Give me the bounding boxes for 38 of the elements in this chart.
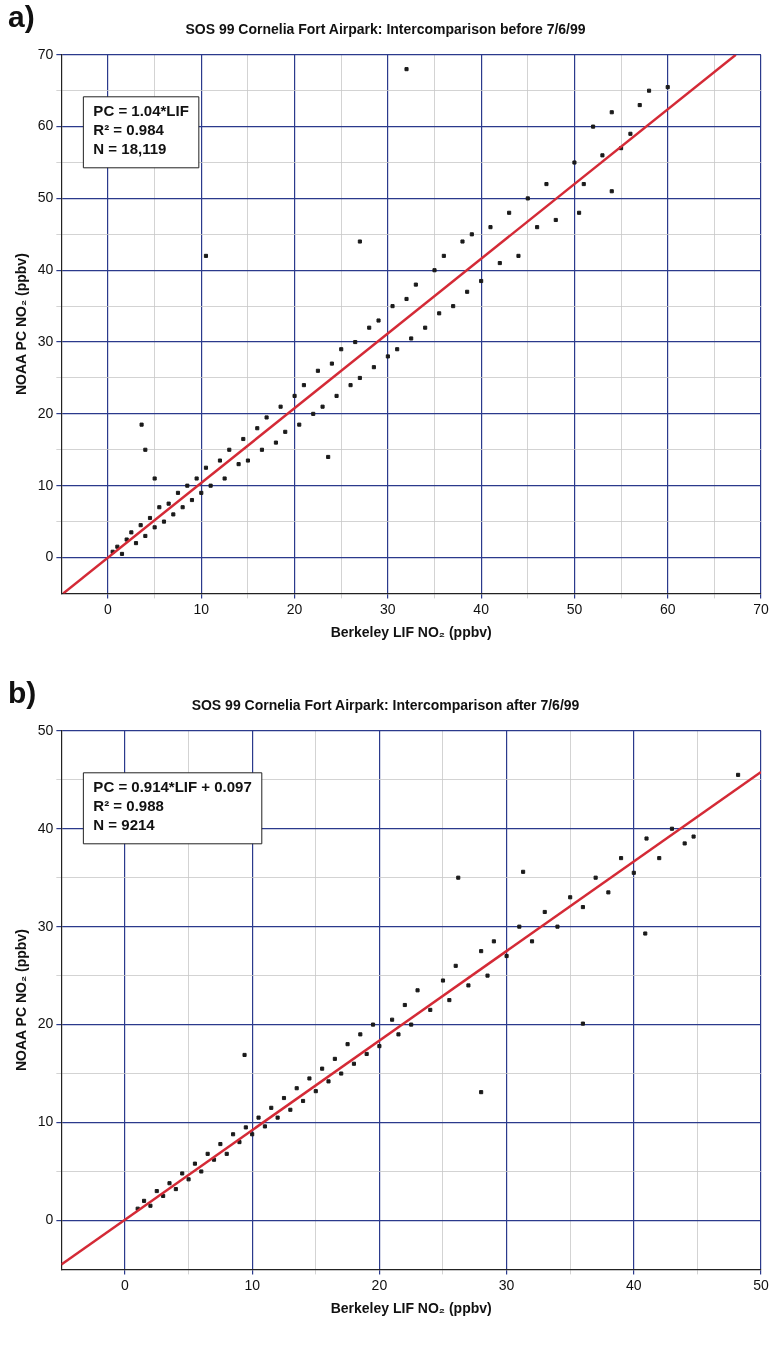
- text: b): [8, 676, 37, 710]
- y-tick-label: 0: [45, 548, 54, 565]
- x-tick-label: 0: [121, 1276, 130, 1293]
- x-tick-label: 20: [371, 1276, 388, 1293]
- y-tick-label: 30: [37, 332, 54, 349]
- x-tick-label: 60: [659, 600, 676, 617]
- chart-title: SOS 99 Cornelia Fort Airpark: Intercomparison after 7/6/99: [191, 697, 580, 714]
- annotation: PC = 0.914*LIF + 0.097 R² = 0.988 N = 9214: [93, 778, 252, 834]
- y-tick-label: 10: [37, 476, 54, 493]
- y-tick-label: 70: [37, 45, 54, 62]
- y-tick-label: 20: [37, 1015, 54, 1032]
- x-tick-label: 50: [753, 1276, 769, 1293]
- x-tick-label: 10: [244, 1276, 261, 1293]
- x-tick-label: 40: [626, 1276, 642, 1293]
- x-tick-label: 30: [380, 600, 396, 617]
- x-axis-title: Berkeley LIF NO₂ (ppbv): [330, 624, 492, 641]
- y-tick-label: 40: [37, 819, 54, 836]
- y-tick-label: 30: [37, 917, 54, 934]
- x-tick-label: 70: [753, 600, 769, 617]
- y-tick-label: 0: [45, 1211, 54, 1228]
- x-tick-label: 20: [286, 600, 303, 617]
- chart-title: SOS 99 Cornelia Fort Airpark: Intercomparison before 7/6/99: [185, 21, 586, 38]
- y-tick-label: 10: [37, 1113, 54, 1130]
- y-tick-label: 20: [37, 404, 54, 421]
- y-axis-title: NOAA PC NO₂ (ppbv): [13, 929, 30, 1072]
- y-tick-label: 40: [37, 261, 54, 278]
- y-tick-label: 50: [37, 189, 54, 206]
- x-tick-label: 0: [104, 600, 113, 617]
- text: a): [8, 0, 35, 34]
- x-tick-label: 30: [498, 1276, 515, 1293]
- x-axis-title: Berkeley LIF NO₂ (ppbv): [330, 1300, 492, 1317]
- x-tick-label: 50: [566, 600, 583, 617]
- y-tick-label: 50: [37, 721, 54, 738]
- annotation: PC = 1.04*LIF R² = 0.984 N = 18,119: [93, 102, 189, 158]
- y-axis-title: NOAA PC NO₂ (ppbv): [13, 253, 30, 396]
- x-tick-label: 40: [473, 600, 490, 617]
- y-tick-label: 60: [37, 117, 54, 134]
- x-tick-label: 10: [193, 600, 210, 617]
